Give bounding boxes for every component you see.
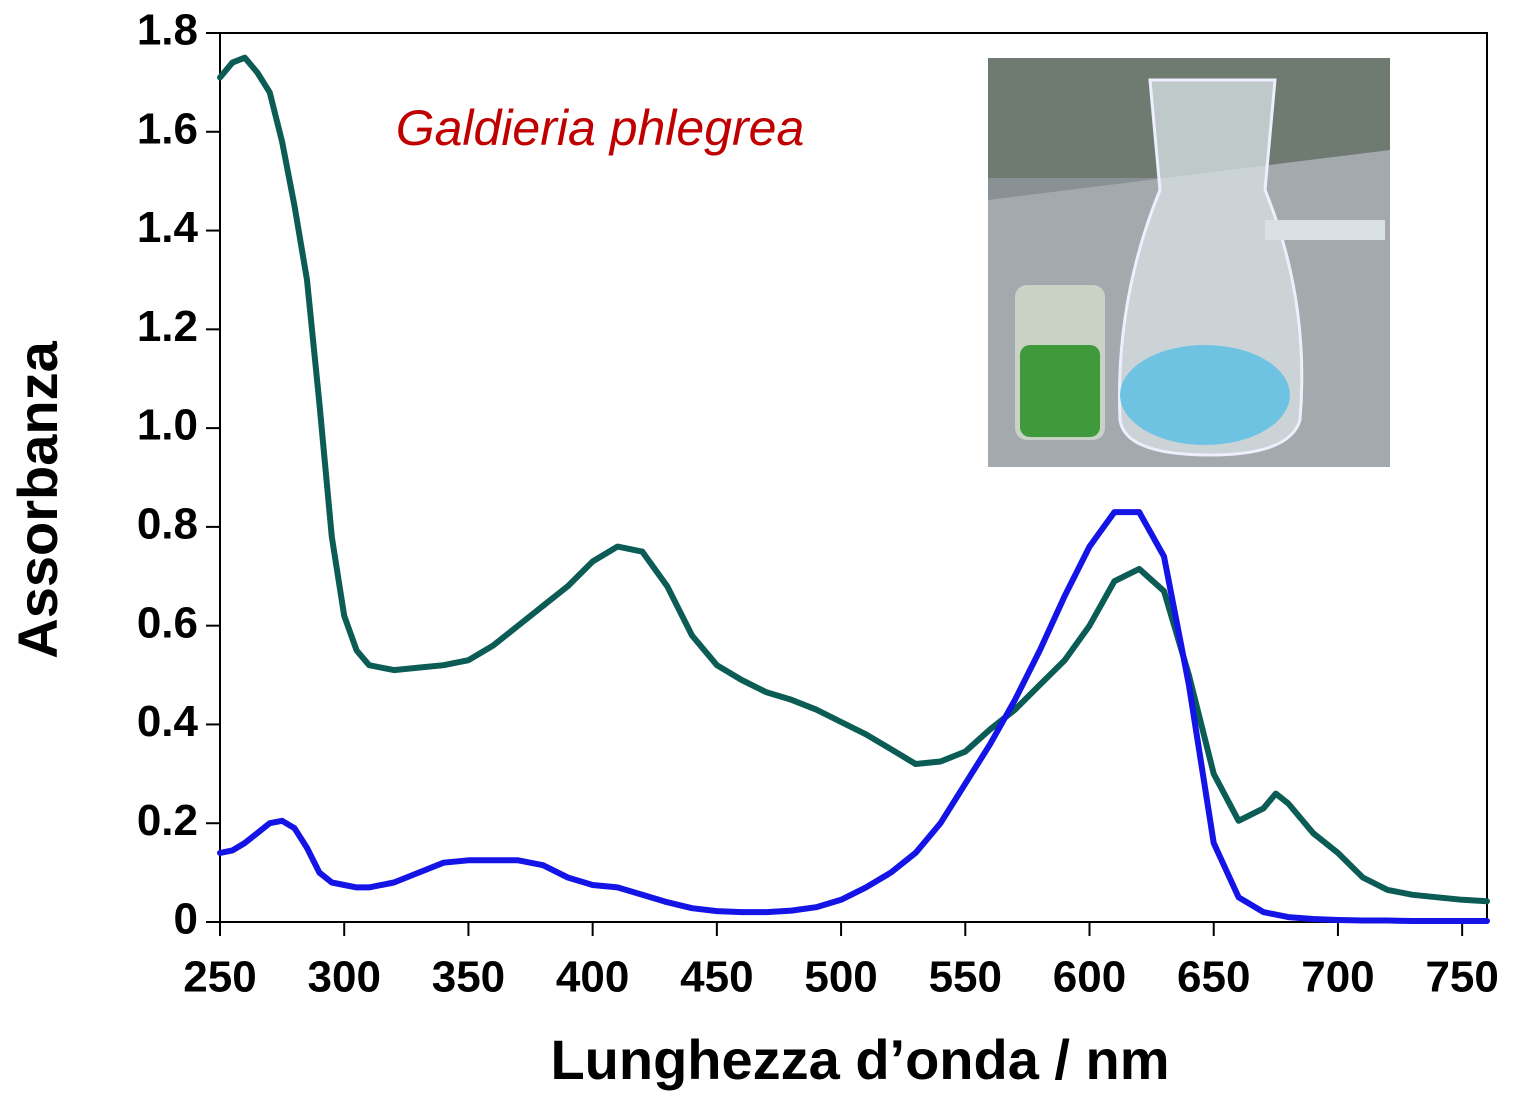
x-tick-label: 650 <box>1177 953 1250 1002</box>
x-tick-label: 350 <box>432 953 505 1002</box>
y-tick-label: 0.2 <box>137 796 198 845</box>
x-tick-label: 500 <box>804 953 877 1002</box>
y-tick-label: 1.6 <box>137 104 198 153</box>
x-tick-label: 700 <box>1301 953 1374 1002</box>
annotation: Galdieria phlegrea <box>396 100 805 156</box>
photo-green-liquid <box>1020 345 1100 437</box>
inset-photo <box>988 58 1390 467</box>
photo-flask-arm <box>1265 220 1385 240</box>
series-line <box>217 509 1490 924</box>
x-axis-label: Lunghezza d’onda / nm <box>550 1028 1169 1091</box>
y-tick-label: 0 <box>174 895 198 944</box>
x-tick-label: 300 <box>308 953 381 1002</box>
x-tick-label: 550 <box>929 953 1002 1002</box>
y-tick-label: 1.8 <box>137 6 198 55</box>
y-tick-label: 1.2 <box>137 302 198 351</box>
y-axis-label: Assorbanza <box>6 340 69 658</box>
y-tick-label: 0.4 <box>137 697 199 746</box>
plot-frame <box>219 32 1488 923</box>
y-tick-label: 0.8 <box>137 500 198 549</box>
x-tick-label: 400 <box>556 953 629 1002</box>
x-tick-label: 750 <box>1425 953 1498 1002</box>
y-tick-label: 0.6 <box>137 598 198 647</box>
y-tick-label: 1.0 <box>137 401 198 450</box>
x-tick-label: 450 <box>680 953 753 1002</box>
y-tick-label: 1.4 <box>137 203 199 252</box>
series-line <box>217 54 1490 905</box>
x-tick-label: 250 <box>183 953 256 1002</box>
x-tick-label: 600 <box>1053 953 1126 1002</box>
photo-blue-liquid <box>1120 345 1290 445</box>
